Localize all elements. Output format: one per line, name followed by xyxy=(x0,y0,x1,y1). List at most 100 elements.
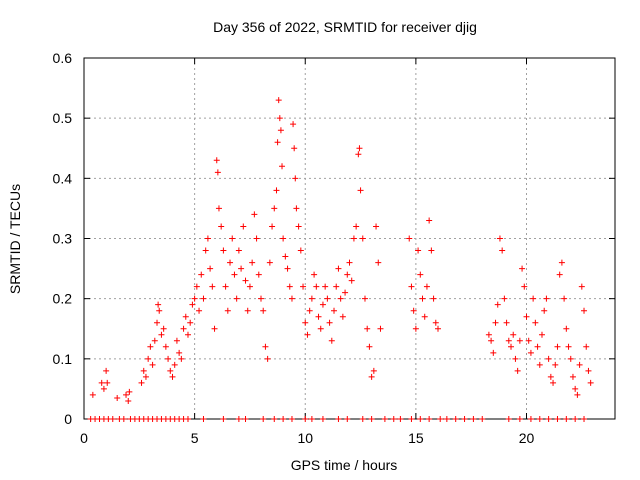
data-point xyxy=(554,416,561,422)
data-point xyxy=(550,379,557,386)
data-point xyxy=(335,416,342,422)
data-point xyxy=(359,416,366,422)
data-point xyxy=(359,235,366,242)
data-point xyxy=(215,205,222,212)
data-point xyxy=(408,283,415,290)
x-tick-label: 10 xyxy=(297,430,313,446)
data-point xyxy=(271,205,278,212)
data-point xyxy=(207,265,214,272)
data-point xyxy=(160,325,167,332)
data-point xyxy=(244,307,251,314)
y-tick-label: 0.2 xyxy=(53,291,73,307)
data-point xyxy=(249,259,256,266)
data-point xyxy=(213,157,220,164)
data-point xyxy=(406,235,413,242)
data-point xyxy=(235,247,242,254)
data-point xyxy=(567,355,574,362)
data-point xyxy=(490,349,497,356)
data-point xyxy=(527,349,534,356)
axis-ticks xyxy=(83,57,615,420)
data-point xyxy=(410,307,417,314)
data-point xyxy=(187,319,194,326)
data-point xyxy=(176,349,183,356)
data-point xyxy=(426,217,433,224)
data-point xyxy=(109,416,116,422)
data-point xyxy=(333,283,340,290)
data-point xyxy=(375,259,382,266)
data-point xyxy=(104,379,111,386)
data-point xyxy=(519,265,526,272)
data-point xyxy=(275,97,282,104)
data-point xyxy=(211,325,218,332)
data-point xyxy=(556,271,563,278)
data-point xyxy=(182,313,189,320)
data-point xyxy=(368,416,375,422)
y-tick-label: 0.3 xyxy=(53,231,73,247)
data-point xyxy=(532,319,539,326)
tick-labels: 0 0.1 0.2 0.3 0.4 0.5 0.6 0 5 10 15 20 xyxy=(53,50,535,446)
data-point xyxy=(470,416,477,422)
data-point xyxy=(251,211,258,218)
data-point xyxy=(417,271,424,278)
data-point xyxy=(505,416,512,422)
data-point xyxy=(353,223,360,230)
data-point xyxy=(258,295,264,302)
data-point xyxy=(574,391,581,398)
data-point xyxy=(156,307,163,314)
data-point xyxy=(311,271,318,278)
data-point xyxy=(151,337,158,344)
x-tick-label: 20 xyxy=(519,430,535,446)
data-point xyxy=(370,367,377,374)
data-point xyxy=(255,271,262,278)
data-point xyxy=(505,337,512,344)
data-point xyxy=(503,319,510,326)
data-point xyxy=(300,283,307,290)
data-point xyxy=(138,379,145,386)
data-point xyxy=(165,355,172,362)
y-tick-label: 0.5 xyxy=(53,110,73,126)
data-point xyxy=(227,259,234,266)
data-point xyxy=(271,416,278,422)
data-point xyxy=(432,319,439,326)
data-point xyxy=(103,367,110,374)
data-point xyxy=(496,235,503,242)
data-point xyxy=(346,259,353,266)
grid-lines xyxy=(84,58,615,419)
data-point xyxy=(200,295,207,302)
data-point xyxy=(180,325,187,332)
data-point xyxy=(437,416,444,422)
data-point xyxy=(510,331,517,338)
data-point xyxy=(171,361,178,368)
data-point xyxy=(488,337,495,344)
data-point xyxy=(381,416,388,422)
data-point xyxy=(220,416,227,422)
data-point xyxy=(209,283,216,290)
data-point xyxy=(408,416,415,422)
data-point xyxy=(266,259,273,266)
data-point xyxy=(508,343,515,350)
data-point xyxy=(428,247,435,254)
data-point xyxy=(319,416,326,422)
data-point xyxy=(479,416,486,422)
data-point xyxy=(246,283,253,290)
data-point xyxy=(525,337,532,344)
data-point xyxy=(585,367,592,374)
data-point xyxy=(536,361,543,368)
x-axis-label: GPS time / hours xyxy=(291,457,398,473)
data-point xyxy=(315,313,322,320)
data-point xyxy=(100,385,107,392)
data-point xyxy=(516,416,523,422)
data-point xyxy=(273,187,280,194)
data-point xyxy=(306,307,313,314)
data-point xyxy=(452,416,459,422)
data-point xyxy=(322,283,329,290)
data-point xyxy=(284,265,291,272)
data-point xyxy=(501,295,508,302)
data-point xyxy=(364,325,371,332)
data-point xyxy=(423,283,430,290)
data-point xyxy=(572,385,579,392)
data-point xyxy=(536,416,543,422)
data-point xyxy=(295,223,302,230)
data-point xyxy=(356,145,363,152)
